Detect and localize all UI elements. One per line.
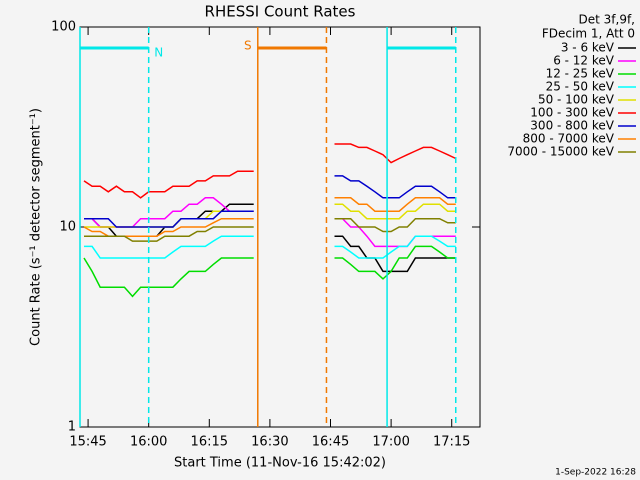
series-line (84, 175, 456, 228)
series-line (84, 203, 456, 228)
x-tick-label: 15:45 (69, 435, 106, 450)
chart-title: RHESSI Count Rates (205, 3, 356, 21)
x-tick-label: 17:15 (433, 435, 470, 450)
legend-label: 25 - 50 keV (546, 80, 615, 94)
series-line (84, 197, 456, 248)
y-axis-label: Count Rate (s⁻¹ detector segment⁻¹) (29, 108, 44, 346)
legend-label: 6 - 12 keV (553, 54, 615, 68)
legend-label: 12 - 25 keV (546, 67, 615, 81)
legend-label: 300 - 800 keV (530, 119, 614, 133)
interval-label: N (154, 46, 163, 60)
footer: 1-Sep-2022 16:28 (555, 468, 636, 478)
x-tick-label: 16:30 (251, 435, 288, 450)
legend-header: FDecim 1, Att 0 (542, 27, 635, 41)
series-line (84, 203, 456, 273)
x-tick-label: 16:15 (191, 435, 228, 450)
x-tick-label: 17:00 (372, 435, 409, 450)
series-line (83, 143, 457, 199)
series-line (84, 235, 456, 259)
x-tick-label: 16:45 (312, 435, 349, 450)
legend-label: 100 - 300 keV (530, 106, 614, 120)
legend-label: 7000 - 15000 keV (507, 145, 614, 159)
x-tick-label: 16:00 (130, 435, 167, 450)
legend-label: 50 - 100 keV (538, 93, 615, 107)
legend-header: Det 3f,9f, (579, 13, 636, 27)
legend-label: 800 - 7000 keV (523, 132, 615, 146)
y-tick-label: 10 (59, 220, 76, 235)
y-tick-label: 1 (68, 420, 76, 435)
series-line (83, 245, 456, 298)
series-line (84, 217, 456, 242)
y-tick-label: 100 (51, 20, 76, 35)
x-axis-label: Start Time (11-Nov-16 15:42:02) (174, 456, 386, 471)
interval-label: S (244, 39, 252, 53)
legend-label: 3 - 6 keV (561, 41, 615, 55)
